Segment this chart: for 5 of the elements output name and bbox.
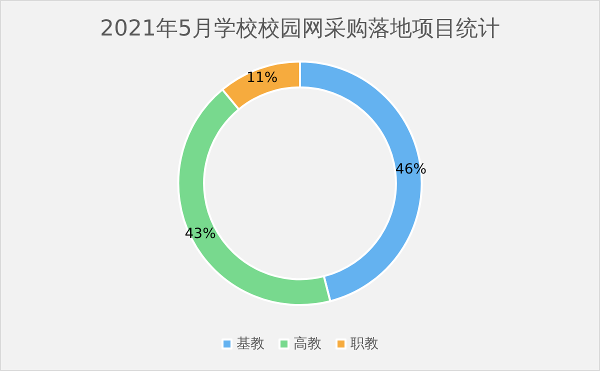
legend-label: 高教 bbox=[294, 336, 322, 352]
chart-title: 2021年5月学校校园网采购落地项目统计 bbox=[100, 16, 500, 42]
legend-label: 基教 bbox=[236, 336, 264, 352]
legend-label: 职教 bbox=[350, 336, 378, 352]
data-label: 11% bbox=[246, 70, 278, 86]
